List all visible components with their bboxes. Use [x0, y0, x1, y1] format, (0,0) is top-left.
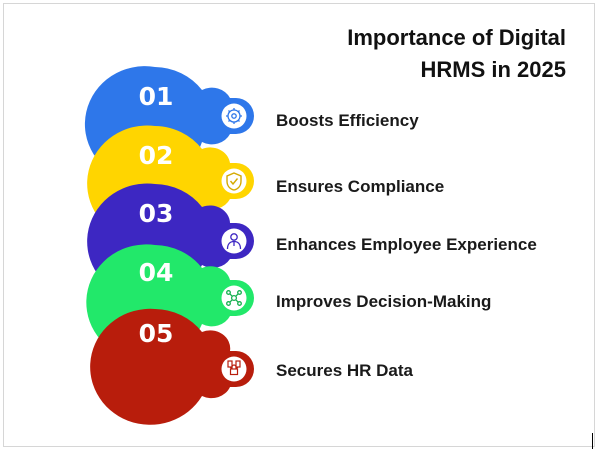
step-01-number: 01 — [139, 82, 174, 111]
employee-badge-icon — [226, 233, 242, 250]
shield-check-icon — [226, 172, 242, 191]
title-line-1: Importance of Digital — [347, 25, 566, 50]
step-03-label: Enhances Employee Experience — [276, 235, 537, 254]
step-05-number: 05 — [139, 319, 174, 348]
step-04-icon-badge — [221, 285, 247, 311]
step-04-number: 04 — [139, 258, 174, 287]
decision-network-icon — [226, 290, 242, 306]
step-05-label: Secures HR Data — [276, 361, 414, 380]
image-frame — [3, 3, 595, 447]
step-02-label: Ensures Compliance — [276, 177, 445, 196]
step-03-number: 03 — [139, 199, 174, 228]
step-01-label: Boosts Efficiency — [276, 111, 419, 130]
data-lock-icon — [227, 360, 241, 376]
title-line-2: HRMS in 2025 — [420, 57, 567, 82]
gear-brain-icon — [226, 108, 242, 124]
step-01-icon-badge — [221, 103, 247, 129]
page-title: Importance of Digital HRMS in 2025 — [266, 22, 566, 86]
step-05: 05 — [90, 308, 254, 425]
corner-mark — [592, 433, 593, 449]
step-02-icon-badge — [221, 168, 247, 194]
step-02-number: 02 — [139, 141, 174, 170]
step-05-shape — [90, 308, 254, 425]
step-04-label: Improves Decision-Making — [276, 292, 492, 311]
